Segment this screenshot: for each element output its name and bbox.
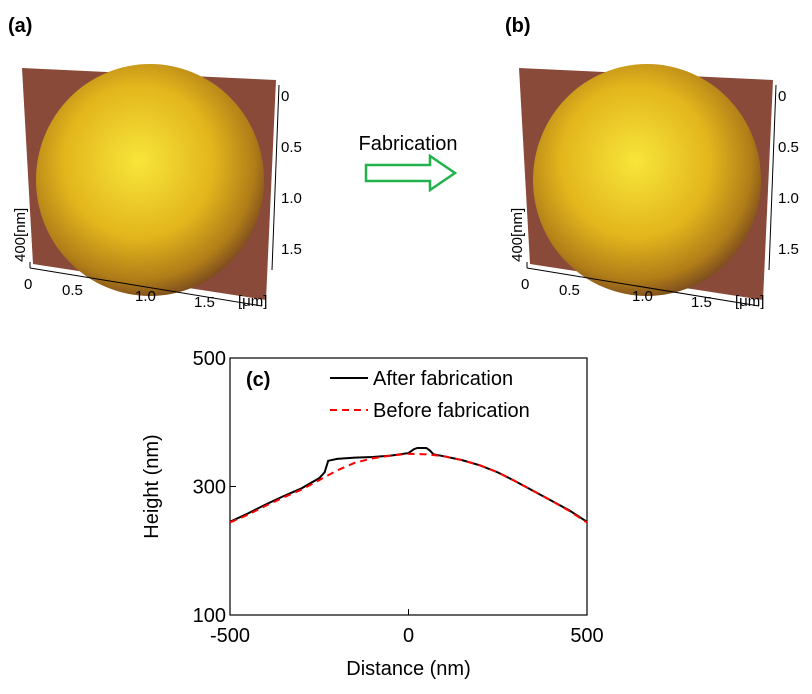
bottom-tick-label: 1.0 [632,288,653,305]
page: (a) 0 0.5 1.0 1.5 0 0.5 1.0 1.5 [μm] 400[nm] (b) 0 0… [0,0,812,694]
y-tick-label: 100 [193,605,226,627]
bottom-tick-label: 0.5 [62,282,83,299]
bottom-tick-label: 0.5 [559,282,580,299]
arrow: Fabrication [359,133,458,190]
right-tick-label: 0.5 [778,139,799,156]
unit-label: [μm] [735,293,764,310]
plot-frame [230,358,587,615]
y-tick-label: 500 [193,348,226,370]
bottom-tick-label: 0 [24,276,32,293]
x-tick-label: 0 [403,625,414,647]
right-tick-label: 1.5 [778,241,799,258]
right-tick-label: 0 [778,88,786,105]
y-axis-title: Height (nm) [141,434,163,538]
annotation: (c) [246,369,270,391]
line-chart: 100 300 500 -500 0 500 Distance (nm) Height (nm… [141,348,604,680]
right-tick-label: 1.5 [281,241,302,258]
x-tick-label: 500 [570,625,603,647]
figure: (a) 0 0.5 1.0 1.5 0 0.5 1.0 1.5 [μm] 400[nm] (b) 0 0… [0,0,812,689]
bottom-tick-label: 1.5 [691,294,712,311]
z-label: 400[nm] [12,208,29,262]
panel-label: (a) [8,15,32,37]
afm-panel: (b) 0 0.5 1.0 1.5 0 0.5 1.0 1.5 [μm] 400[nm] [505,15,799,311]
x-axis-title: Distance (nm) [346,658,470,680]
panel-label: (b) [505,15,531,37]
right-tick-label: 1.0 [281,190,302,207]
bottom-tick-label: 0 [521,276,529,293]
right-tick-label: 1.0 [778,190,799,207]
unit-label: [μm] [238,293,267,310]
y-tick-label: 300 [193,477,226,499]
z-label: 400[nm] [509,208,526,262]
afm-dome [36,64,264,296]
data-line [230,448,587,522]
arrow-label: Fabrication [359,133,458,155]
data-line [230,454,587,523]
right-tick-label: 0 [281,88,289,105]
legend-label: Before fabrication [373,400,530,422]
arrow-shape [366,156,455,190]
right-tick-label: 0.5 [281,139,302,156]
afm-dome [533,64,761,296]
bottom-tick-label: 1.0 [135,288,156,305]
legend-label: After fabrication [373,368,513,390]
x-tick-label: -500 [210,625,250,647]
afm-panel: (a) 0 0.5 1.0 1.5 0 0.5 1.0 1.5 [μm] 400[nm] [8,15,302,311]
bottom-tick-label: 1.5 [194,294,215,311]
